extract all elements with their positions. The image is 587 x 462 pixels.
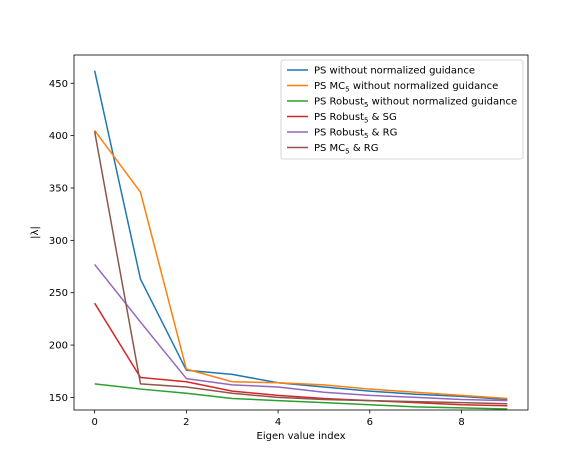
legend-box <box>280 59 524 160</box>
x-tick-label: 4 <box>275 417 281 428</box>
legend-label-main: PS MC <box>314 81 345 92</box>
legend-label-subscript: 5 <box>345 148 349 156</box>
legend-label: PS MC5 without normalized guidance <box>314 81 498 94</box>
series-line-4 <box>94 302 508 407</box>
legend-label-rest: without normalized guidance <box>368 97 517 108</box>
x-tick-label: 8 <box>458 417 464 428</box>
series-line-6 <box>93 131 508 405</box>
x-tick-label: 2 <box>183 417 189 428</box>
x-axis-label: Eigen value index <box>257 431 346 442</box>
legend-label: PS without normalized guidance <box>314 66 475 77</box>
y-tick-label: 250 <box>49 288 68 299</box>
legend-label-main: PS Robust <box>314 112 364 123</box>
y-axis-label: |λ| <box>30 226 41 239</box>
x-tick-label: 0 <box>91 417 97 428</box>
series-line-5 <box>94 263 508 402</box>
y-axis: 150 200 250 300 350 400 450 <box>49 79 74 404</box>
legend-label-subscript: 5 <box>364 117 368 125</box>
legend-label: PS Robust5 & SG <box>314 112 397 125</box>
series-layer <box>93 70 508 410</box>
y-tick-label: 450 <box>49 79 68 90</box>
legend-label-main: PS without normalized guidance <box>314 66 475 77</box>
plot-frame <box>73 54 529 411</box>
y-tick-label: 150 <box>49 393 68 404</box>
x-tick-label: 6 <box>367 417 373 428</box>
legend-label-main: PS MC <box>314 143 345 154</box>
y-tick-label: 350 <box>49 183 68 194</box>
legend-label-subscript: 5 <box>364 101 368 109</box>
legend-label-rest: & SG <box>368 112 396 123</box>
legend-label: PS Robust5 & RG <box>314 128 397 141</box>
y-tick-label: 400 <box>49 131 68 142</box>
legend-label-main: PS Robust <box>314 128 364 139</box>
legend-label-rest: & RG <box>368 128 397 139</box>
series-line-1 <box>93 70 508 401</box>
y-tick-label: 300 <box>49 236 68 247</box>
legend-label-subscript: 5 <box>364 132 368 140</box>
series-line-2 <box>94 129 508 400</box>
legend-label-subscript: 5 <box>345 86 349 94</box>
x-axis: 0 2 4 6 8 <box>91 410 465 428</box>
legend-label-rest: without normalized guidance <box>350 81 499 92</box>
legend-label-main: PS Robust <box>314 97 364 108</box>
legend-label: PS MC5 & RG <box>314 143 379 156</box>
legend-label: PS Robust5 without normalized guidance <box>314 97 517 110</box>
legend-label-rest: & RG <box>350 143 379 154</box>
y-tick-label: 200 <box>49 341 68 352</box>
series-line-3 <box>94 383 508 410</box>
